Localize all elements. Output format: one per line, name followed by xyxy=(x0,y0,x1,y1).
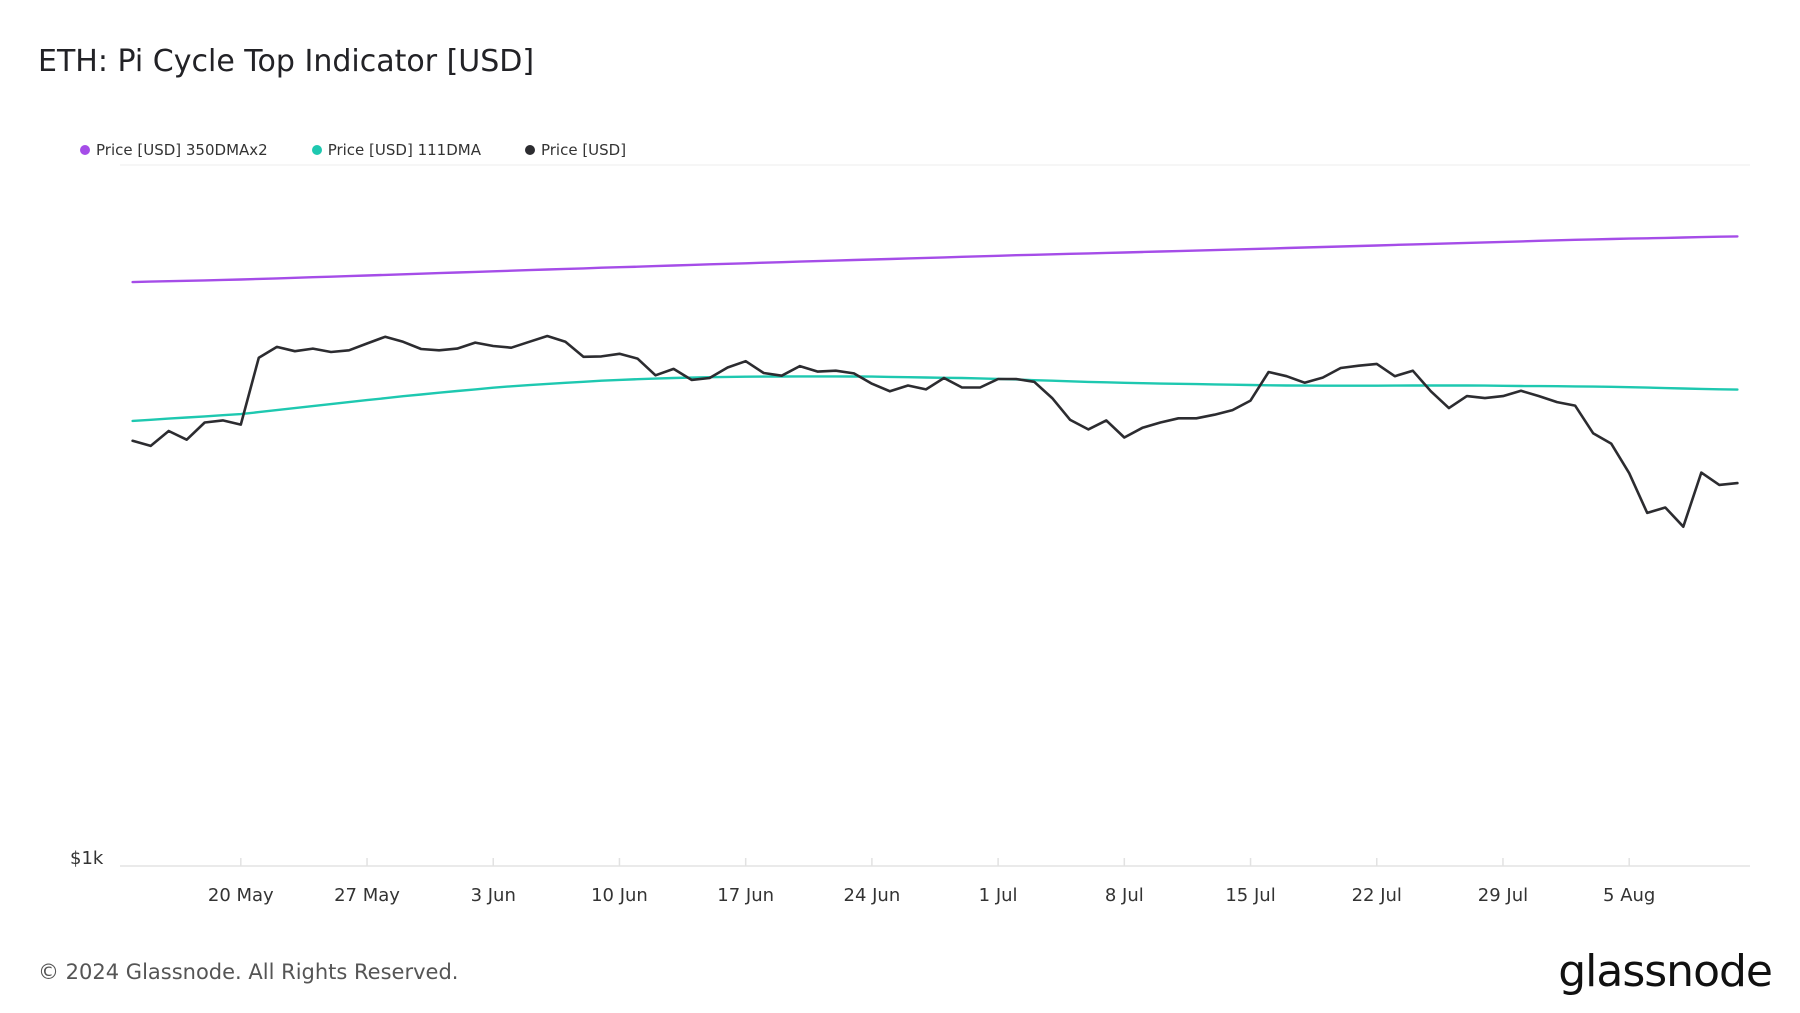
series-line-111dma[interactable] xyxy=(131,375,1739,423)
legend-item-price[interactable]: Price [USD] xyxy=(524,141,627,159)
copyright-footer: © 2024 Glassnode. All Rights Reserved. xyxy=(38,960,459,984)
x-tick-label: 29 Jul xyxy=(1478,885,1528,906)
series-line-350dmax2[interactable] xyxy=(131,235,1739,284)
x-tick-label: 20 May xyxy=(208,885,274,906)
series-line-price[interactable] xyxy=(131,334,1739,529)
legend: Price [USD] 350DMAx2 Price [USD] 111DMA … xyxy=(80,141,626,159)
legend-dot-350dmax2 xyxy=(80,145,90,155)
y-ticks: $1k xyxy=(70,848,104,869)
chart-title: ETH: Pi Cycle Top Indicator [USD] xyxy=(38,44,535,79)
legend-item-111dma[interactable]: Price [USD] 111DMA xyxy=(311,141,481,159)
x-tick-label: 8 Jul xyxy=(1105,885,1144,906)
legend-label-350dmax2: Price [USD] 350DMAx2 xyxy=(96,141,268,159)
x-tick-label: 27 May xyxy=(334,885,400,906)
x-tick-label: 24 Jun xyxy=(844,885,901,906)
x-tick-label: 3 Jun xyxy=(471,885,516,906)
y-tick-label: $1k xyxy=(70,848,104,869)
legend-item-350dmax2[interactable]: Price [USD] 350DMAx2 xyxy=(80,141,268,159)
series-layer xyxy=(131,235,1739,529)
x-tick-label: 5 Aug xyxy=(1603,885,1655,906)
x-tick-label: 15 Jul xyxy=(1225,885,1275,906)
legend-dot-111dma xyxy=(311,145,322,155)
glassnode-logo: glassnode xyxy=(1558,946,1773,997)
x-ticks: 20 May 27 May 3 Jun 10 Jun 17 Jun 24 Jun 1 Jul… xyxy=(208,858,1655,906)
x-tick-label: 10 Jun xyxy=(591,885,648,906)
legend-label-price: Price [USD] xyxy=(540,141,627,159)
x-tick-label: 22 Jul xyxy=(1352,885,1402,906)
x-tick-label: 17 Jun xyxy=(717,885,774,906)
x-tick-label: 1 Jul xyxy=(979,885,1018,906)
legend-label-111dma: Price [USD] 111DMA xyxy=(327,141,481,159)
legend-dot-price xyxy=(524,145,535,155)
